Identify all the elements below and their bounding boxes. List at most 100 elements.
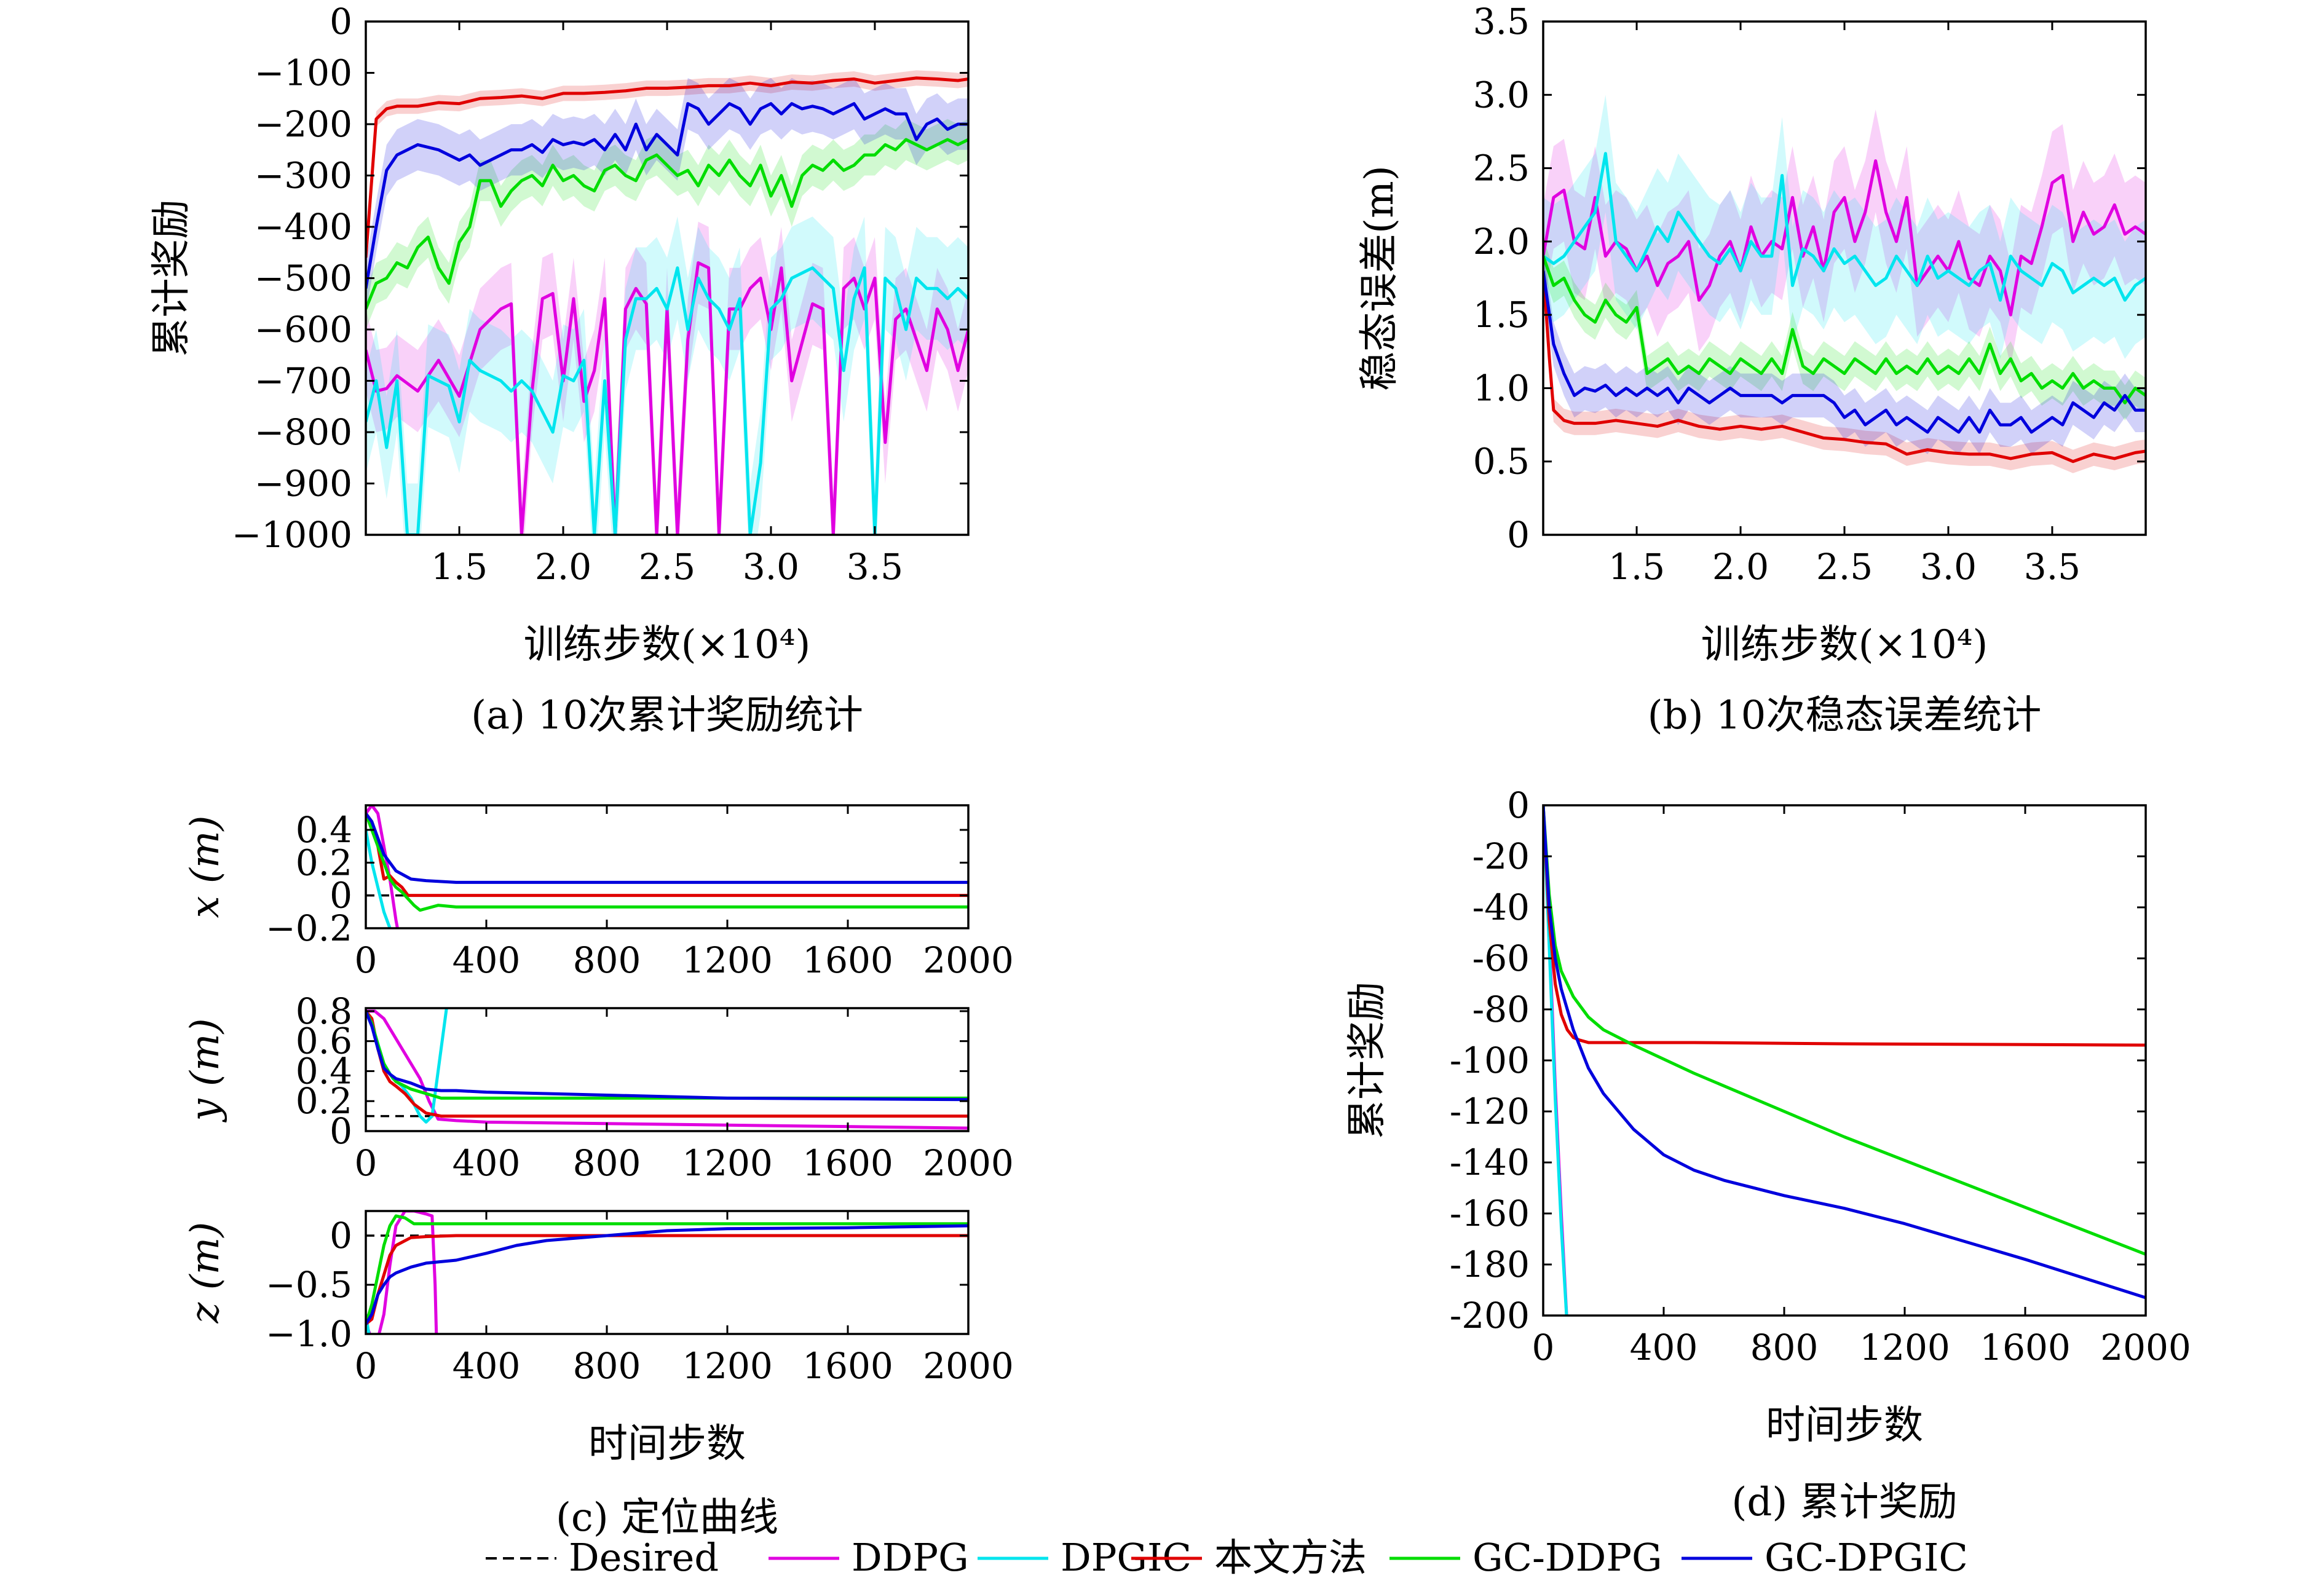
y-tick-label: 0.6 <box>296 1020 352 1062</box>
x-tick-label: 0 <box>355 939 377 981</box>
y-tick-label: 1.5 <box>1473 294 1530 336</box>
y-tick-label: -40 <box>1472 886 1530 928</box>
legend-label: Desired <box>569 1535 719 1580</box>
x-tick-label: 2.0 <box>1712 546 1769 588</box>
x-tick-label: 1200 <box>682 1345 773 1387</box>
series-line-GC-DDPG <box>1543 805 2146 1256</box>
x-tick-label: 1200 <box>682 939 773 981</box>
y-tick-label: -80 <box>1472 988 1530 1030</box>
plot-area-a <box>366 70 968 535</box>
y-tick-label: −1.0 <box>266 1313 352 1355</box>
x-tick-label: 0 <box>355 1345 377 1387</box>
x-tick-label: 1600 <box>802 1142 893 1184</box>
x-tick-label: 2000 <box>2100 1327 2191 1368</box>
y-tick-label: 0 <box>330 1110 352 1152</box>
y-tick-label: −500 <box>255 258 352 299</box>
x-axis-label: 时间步数 <box>1766 1403 1923 1448</box>
legend-label: DDPG <box>852 1535 969 1580</box>
series-line-DDPG <box>366 1009 968 1130</box>
panel-caption: (a) 10次累计奖励统计 <box>471 693 863 738</box>
y-tick-label: 0 <box>330 875 352 917</box>
x-tick-label: 3.0 <box>743 546 799 588</box>
series-line-GC-DDPG <box>366 813 968 912</box>
legend-item-GC-DDPG: GC-DDPG <box>1389 1535 1662 1580</box>
y-tick-label: 1.0 <box>1473 367 1530 409</box>
band-GC-DDPG <box>366 119 968 329</box>
y-axis-label: 累计奖励 <box>149 200 194 357</box>
x-tick-label: 3.0 <box>1920 546 1977 588</box>
y-tick-label: −0.2 <box>266 907 352 949</box>
panel-caption: (b) 10次稳态误差统计 <box>1648 693 2042 738</box>
series-line-DPGIC <box>366 829 392 928</box>
x-tick-label: 400 <box>453 1142 521 1184</box>
y-axis-label: x (m) <box>183 815 228 918</box>
panel-caption: (d) 累计奖励 <box>1731 1480 1957 1525</box>
y-tick-label: 3.0 <box>1473 74 1530 116</box>
x-tick-label: 1.5 <box>1608 546 1665 588</box>
y-tick-label: -160 <box>1450 1193 1530 1234</box>
y-tick-label: −400 <box>255 206 352 248</box>
x-tick-label: 1600 <box>1980 1327 2071 1368</box>
x-tick-label: 800 <box>1750 1327 1819 1368</box>
y-tick-label: 0.2 <box>296 842 352 883</box>
x-tick-label: 2000 <box>923 939 1014 981</box>
band-GC-DPGIC <box>1543 248 2146 454</box>
x-tick-label: 0 <box>1532 1327 1555 1368</box>
series-line-GC-DPGIC <box>366 102 968 289</box>
series-line-GC-DDPG <box>366 1214 968 1325</box>
band-DDPG <box>366 221 968 535</box>
y-tick-label: 0.4 <box>296 1050 352 1092</box>
series-line-GC-DDPG <box>366 138 968 310</box>
plot-area-b <box>1543 95 2146 473</box>
y-tick-label: 3.5 <box>1473 1 1530 42</box>
y-tick-label: -200 <box>1450 1295 1530 1336</box>
y-tick-label: 0.5 <box>1473 441 1530 483</box>
plot-area-c1 <box>366 805 968 928</box>
series-line-GC-DPGIC <box>1543 270 2146 434</box>
legend: Desired DDPG DPGIC 本文方法 GC-DDPG GC-DPGIC <box>486 1535 1968 1580</box>
y-tick-label: -180 <box>1450 1244 1530 1285</box>
y-tick-label: −1000 <box>232 514 352 556</box>
series-line-本文方法 <box>366 1234 968 1325</box>
band-DDPG <box>1543 109 2146 366</box>
band-本文方法 <box>1543 259 2146 473</box>
y-tick-label: −600 <box>255 309 352 350</box>
x-tick-label: 800 <box>573 1345 641 1387</box>
y-axis-label: 稳态误差(m) <box>1357 165 1402 391</box>
legend-label: 本文方法 <box>1214 1535 1367 1580</box>
y-tick-label: 2.0 <box>1473 221 1530 262</box>
y-tick-label: -20 <box>1472 835 1530 877</box>
series-line-DDPG <box>366 805 399 928</box>
y-axis-label: z (m) <box>183 1222 228 1324</box>
legend-label: GC-DPGIC <box>1765 1535 1968 1580</box>
series-line-GC-DPGIC <box>366 1224 968 1325</box>
y-tick-label: 0 <box>330 1215 352 1257</box>
legend-item-Desired: Desired <box>486 1535 719 1580</box>
series-line-本文方法 <box>1543 270 2146 464</box>
x-tick-label: 2000 <box>923 1142 1014 1184</box>
y-tick-label: -100 <box>1450 1040 1530 1081</box>
y-tick-label: -120 <box>1450 1091 1530 1132</box>
series-line-GC-DPGIC <box>366 1010 968 1102</box>
y-axis-label: 累计奖励 <box>1345 982 1390 1139</box>
x-tick-label: 2000 <box>923 1345 1014 1387</box>
axes-frame <box>365 1007 970 1132</box>
y-tick-label: -140 <box>1450 1142 1530 1183</box>
series-line-DDPG <box>1543 159 2146 317</box>
series-line-GC-DDPG <box>366 1010 968 1100</box>
y-tick-label: 0.2 <box>296 1080 352 1122</box>
chart-panel-a: 1.5 2.0 2.5 3.0 3.5 0 −100 −200 −300 −400 −500 −600… <box>149 1 970 738</box>
y-tick-label: −300 <box>255 155 352 197</box>
series-line-本文方法 <box>1543 805 2146 1047</box>
x-tick-label: 3.5 <box>847 546 903 588</box>
x-tick-label: 1600 <box>802 939 893 981</box>
y-tick-label: 0 <box>1507 784 1530 826</box>
x-tick-label: 1200 <box>682 1142 773 1184</box>
band-DPGIC <box>366 216 968 535</box>
axes-frame <box>365 1210 970 1335</box>
series-line-GC-DPGIC <box>1543 805 2146 1300</box>
x-tick-label: 0 <box>355 1142 377 1184</box>
axes-frame <box>1542 804 2147 1317</box>
